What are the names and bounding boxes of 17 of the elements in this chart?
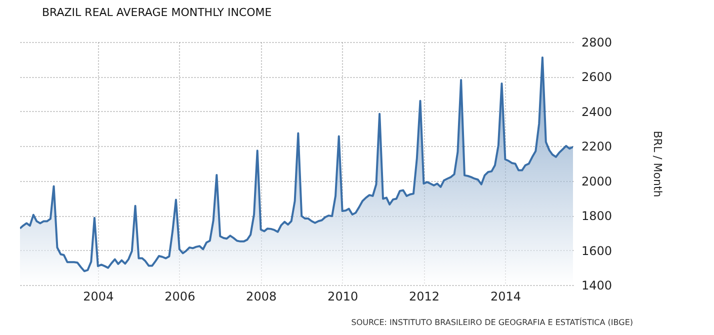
source-note: SOURCE: INSTITUTO BRASILEIRO DE GEOGRAFIA E ESTATÍSTICA (IBGE) [351, 317, 633, 327]
y-tick-label: 1400 [582, 278, 612, 292]
y-tick-label: 2800 [582, 36, 612, 50]
y-tick-label: 2000 [582, 174, 612, 188]
x-tick-label: 2006 [164, 290, 196, 304]
y-tick-label: 1600 [582, 244, 612, 258]
x-tick-label: 2008 [246, 290, 277, 304]
chart-title: BRAZIL REAL AVERAGE MONTHLY INCOME [42, 6, 272, 19]
x-tick-label: 2012 [408, 290, 440, 304]
y-axis-title: BRL / Month [651, 130, 664, 198]
x-tick-label: 2014 [490, 290, 521, 304]
y-tick-label: 1800 [582, 209, 612, 224]
y-tick-label: 2400 [582, 104, 612, 119]
x-tick-label: 2010 [328, 290, 358, 304]
y-tick-label: 2200 [582, 140, 612, 154]
x-tick-label: 2004 [83, 290, 114, 304]
y-tick-label: 2600 [582, 70, 612, 84]
